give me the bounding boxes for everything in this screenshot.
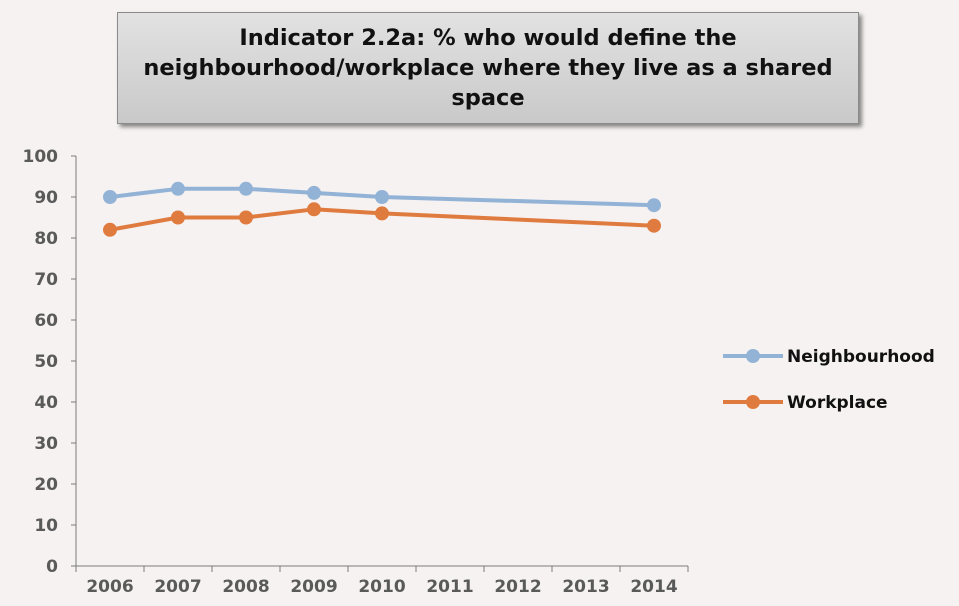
data-point-workplace <box>171 210 185 225</box>
data-point-workplace <box>239 210 253 225</box>
y-axis-ticks: 0 10 20 30 40 50 60 70 80 90 100 <box>23 147 76 577</box>
y-tick-label: 0 <box>46 557 58 577</box>
chart-title-box: Indicator 2.2a: % who would define the n… <box>117 12 859 124</box>
y-tick-label: 70 <box>34 270 58 290</box>
data-point-workplace <box>647 218 661 233</box>
x-tick-label: 2011 <box>426 577 473 597</box>
y-tick-label: 80 <box>34 229 58 249</box>
x-tick-label: 2008 <box>222 577 269 597</box>
data-point-neighbourhood <box>307 185 321 200</box>
x-axis-ticks: 2006 2007 2008 2009 2010 2011 2012 2013 2014 <box>75 566 689 597</box>
y-tick-label: 30 <box>34 434 58 454</box>
data-point-neighbourhood <box>647 198 661 213</box>
legend-swatch-marker <box>746 395 760 409</box>
legend-swatch-marker <box>746 349 760 363</box>
data-point-workplace <box>375 206 389 221</box>
legend-label-workplace: Workplace <box>787 393 888 413</box>
y-tick-label: 40 <box>34 393 58 413</box>
series-line-neighbourhood <box>109 186 655 208</box>
x-tick-label: 2013 <box>562 577 609 597</box>
x-tick-label: 2014 <box>630 577 677 597</box>
y-tick-label: 20 <box>34 475 58 495</box>
legend: Neighbourhood Workplace <box>723 347 935 413</box>
series-line-workplace <box>109 207 655 232</box>
y-tick-label: 100 <box>23 147 59 167</box>
data-point-neighbourhood <box>239 181 253 196</box>
x-tick-label: 2010 <box>358 577 405 597</box>
data-point-workplace <box>103 222 117 237</box>
y-tick-label: 10 <box>34 516 58 536</box>
y-tick-label: 50 <box>34 352 58 372</box>
y-tick-label: 90 <box>34 188 58 208</box>
series-group <box>103 181 661 237</box>
x-tick-label: 2006 <box>86 577 133 597</box>
data-point-workplace <box>307 202 321 217</box>
x-tick-label: 2009 <box>290 577 337 597</box>
data-point-neighbourhood <box>375 190 389 204</box>
y-tick-label: 60 <box>34 311 58 331</box>
data-point-neighbourhood <box>103 190 117 204</box>
x-tick-label: 2007 <box>154 577 201 597</box>
x-tick-label: 2012 <box>494 577 541 597</box>
legend-label-neighbourhood: Neighbourhood <box>787 347 935 367</box>
data-point-neighbourhood <box>171 181 185 196</box>
chart-title: Indicator 2.2a: % who would define the n… <box>143 25 833 111</box>
